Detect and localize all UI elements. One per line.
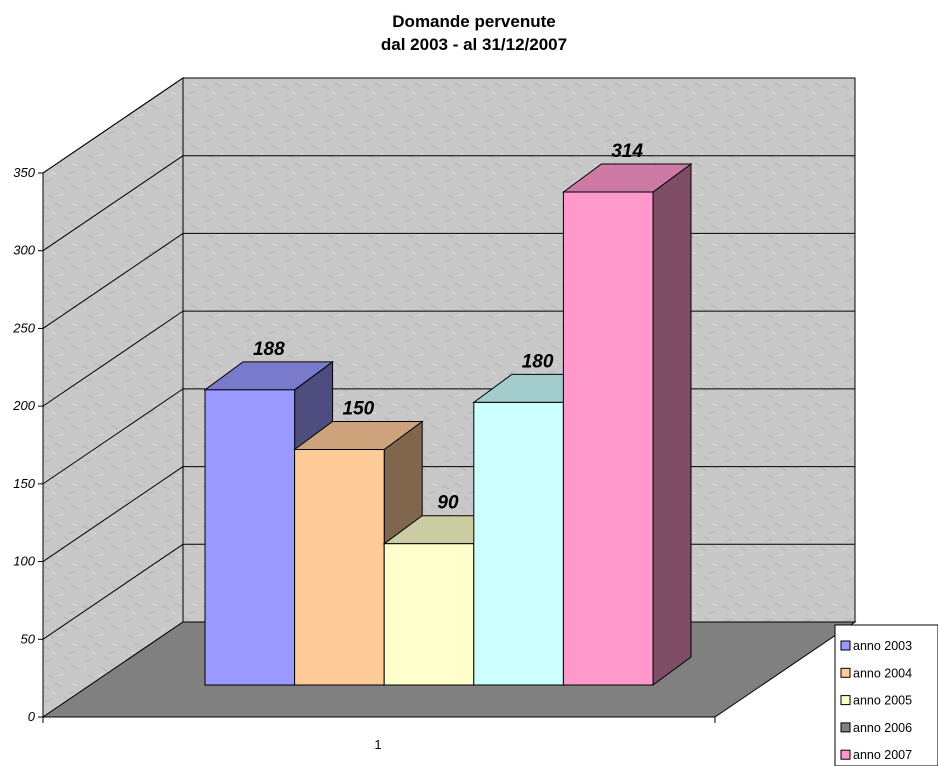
chart-side-wall bbox=[42, 77, 184, 718]
bar-anno-2007 bbox=[561, 163, 693, 686]
data-label: 180 bbox=[522, 351, 554, 372]
gridline-side bbox=[42, 310, 184, 407]
legend-box bbox=[834, 624, 938, 766]
y-tick-label: 250 bbox=[12, 320, 35, 335]
legend-swatch bbox=[840, 640, 851, 651]
gridlines bbox=[42, 77, 855, 640]
y-tick-label: 300 bbox=[13, 243, 35, 258]
x-tick-label: 1 bbox=[374, 737, 381, 752]
chart-subtitle: dal 2003 - al 31/12/2007 bbox=[381, 35, 567, 54]
legend-swatch bbox=[840, 722, 851, 733]
chart-title: Domande pervenute bbox=[392, 12, 555, 31]
bar-front bbox=[473, 401, 564, 686]
gridline-side bbox=[42, 233, 184, 329]
legend-swatch bbox=[840, 749, 851, 760]
y-tick-label: 0 bbox=[28, 709, 36, 724]
y-axis: 0 50 100 150 200 250 300 350 bbox=[12, 165, 44, 724]
gridline-side bbox=[42, 77, 184, 174]
y-tick-label: 350 bbox=[13, 165, 35, 180]
legend-label: anno 2007 bbox=[853, 748, 912, 762]
data-labels: 188 150 90 180 314 bbox=[253, 141, 644, 514]
y-tick-label: 50 bbox=[21, 631, 36, 646]
legend-label: anno 2004 bbox=[853, 666, 912, 680]
x-axis: 1 bbox=[42, 716, 716, 752]
legend-label: anno 2005 bbox=[853, 694, 912, 708]
legend-label: anno 2003 bbox=[853, 639, 912, 653]
data-label: 188 bbox=[253, 339, 285, 360]
data-label: 150 bbox=[343, 399, 375, 420]
data-label: 314 bbox=[611, 141, 643, 162]
legend: anno 2003 anno 2004 anno 2005 anno 2006 anno… bbox=[834, 624, 938, 766]
bars bbox=[203, 163, 693, 686]
gridline-side bbox=[42, 388, 184, 485]
data-label: 90 bbox=[437, 493, 459, 514]
bar-front bbox=[383, 543, 475, 686]
legend-swatch bbox=[840, 695, 851, 706]
bar-front bbox=[294, 449, 385, 686]
bar-side bbox=[652, 163, 692, 686]
gridline-side bbox=[42, 543, 184, 640]
legend-swatch bbox=[840, 667, 851, 678]
bar-front bbox=[562, 191, 654, 686]
y-tick-label: 150 bbox=[13, 476, 35, 491]
bar-front bbox=[204, 389, 296, 686]
gridline-side bbox=[42, 155, 184, 252]
gridline-side bbox=[42, 466, 184, 562]
y-tick-label: 100 bbox=[13, 554, 35, 569]
y-tick-label: 200 bbox=[12, 398, 35, 413]
legend-label: anno 2006 bbox=[853, 721, 912, 735]
